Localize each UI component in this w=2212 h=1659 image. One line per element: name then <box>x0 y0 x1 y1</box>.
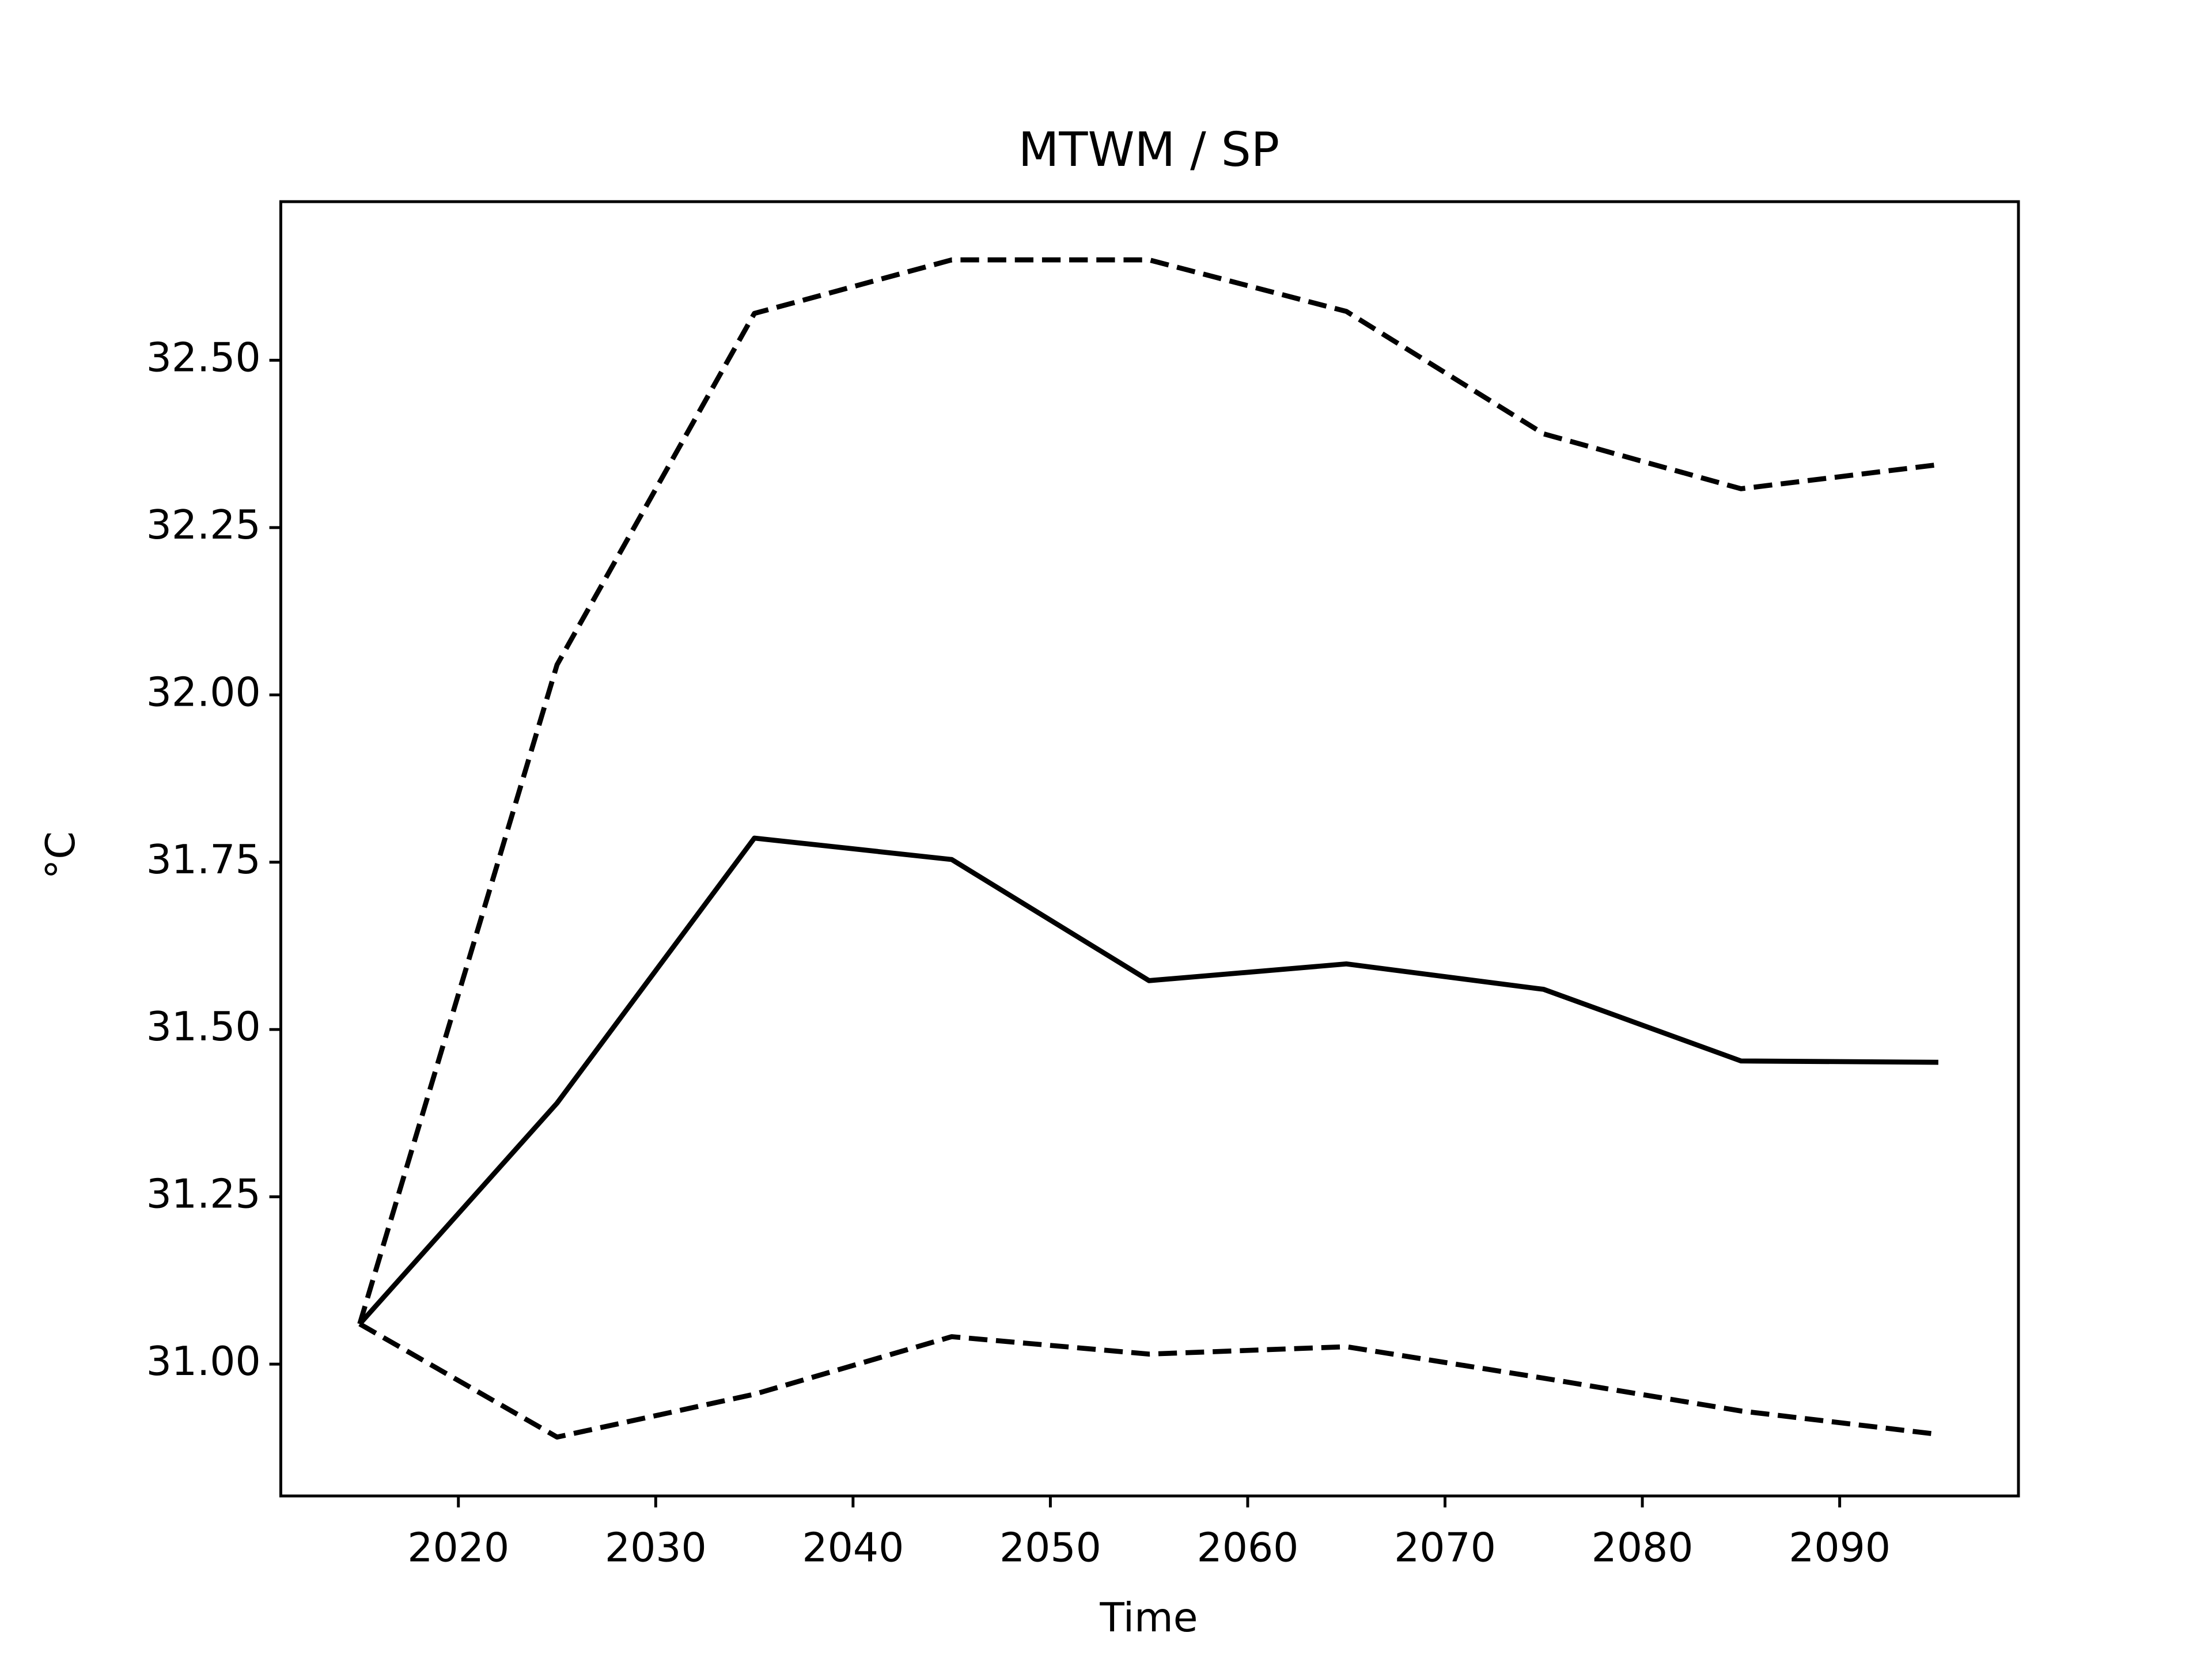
series-line <box>358 835 1938 1326</box>
x-tick-label: 2050 <box>999 1524 1101 1571</box>
y-tick-label: 31.75 <box>146 836 261 883</box>
series-line <box>358 1321 1939 1440</box>
y-tick-label: 31.00 <box>146 1338 261 1385</box>
y-tick-label: 32.00 <box>146 669 261 715</box>
series-line <box>357 257 1939 1325</box>
x-axis-label: Time <box>1099 1594 1198 1641</box>
y-axis-label: °C <box>37 831 84 879</box>
x-tick-label: 2040 <box>802 1524 904 1571</box>
x-tick-label: 2060 <box>1197 1524 1299 1571</box>
chart-title: MTWM / SP <box>1018 123 1280 177</box>
y-tick-label: 32.25 <box>146 502 261 548</box>
x-tick-label: 2080 <box>1592 1524 1694 1571</box>
x-tick-label: 2090 <box>1789 1524 1891 1571</box>
y-tick-label: 32.50 <box>146 334 261 381</box>
x-tick-label: 2070 <box>1394 1524 1496 1571</box>
y-tick-label: 31.50 <box>146 1003 261 1050</box>
plot-frame <box>279 200 2020 1498</box>
y-tick-label: 31.25 <box>146 1171 261 1218</box>
x-tick-label: 2030 <box>605 1524 707 1571</box>
x-tick-label: 2020 <box>407 1524 509 1571</box>
